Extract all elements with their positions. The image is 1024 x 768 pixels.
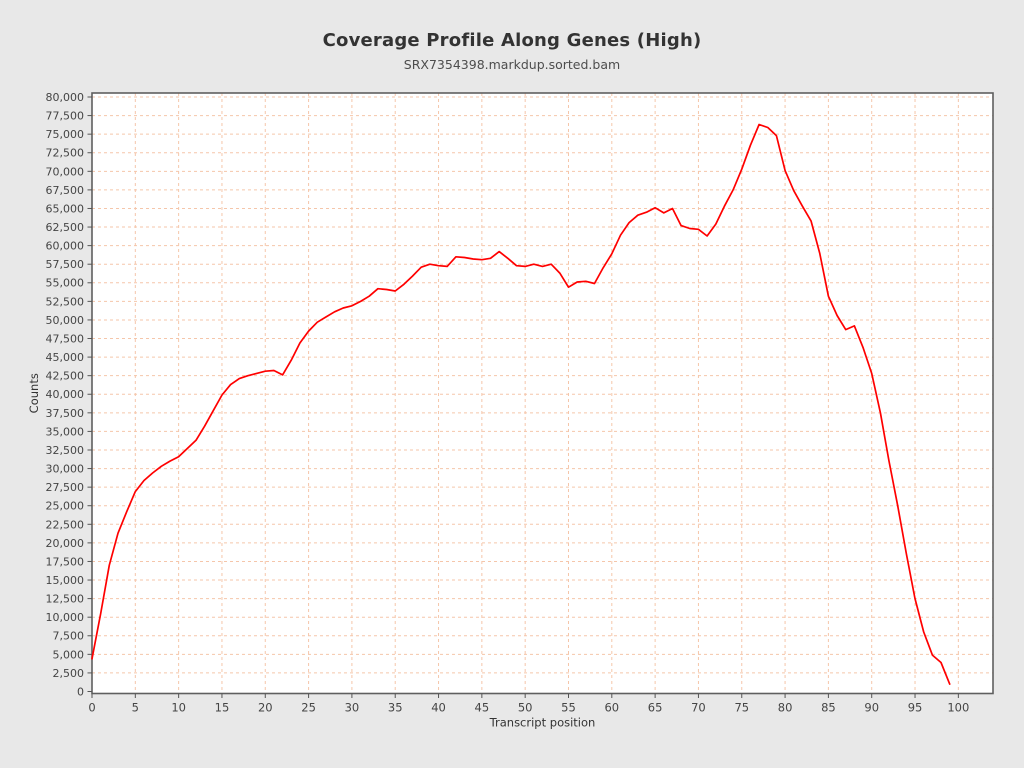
x-tick-label: 40 <box>431 701 446 715</box>
y-tick-label: 5,000 <box>53 648 85 661</box>
x-tick-label: 80 <box>778 701 793 715</box>
x-tick-label: 5 <box>132 701 139 715</box>
y-tick-label: 7,500 <box>53 630 85 643</box>
y-tick-label: 65,000 <box>46 202 85 215</box>
x-tick-label: 10 <box>171 701 186 715</box>
x-tick-label: 85 <box>821 701 836 715</box>
y-tick-label: 45,000 <box>46 351 85 364</box>
y-tick-label: 0 <box>77 685 84 698</box>
x-tick-label: 55 <box>561 701 576 715</box>
plot-border <box>91 92 994 695</box>
y-tick-label: 80,000 <box>46 91 85 104</box>
x-tick-label: 25 <box>301 701 316 715</box>
x-tick-label: 35 <box>388 701 403 715</box>
y-tick-label: 40,000 <box>46 388 85 401</box>
chart-title: Coverage Profile Along Genes (High) <box>322 30 702 51</box>
y-tick-label: 2,500 <box>53 667 85 680</box>
x-tick-label: 75 <box>734 701 749 715</box>
coverage-series-line <box>91 123 951 685</box>
y-tick-label: 17,500 <box>46 555 85 568</box>
x-tick-label: 45 <box>475 701 490 715</box>
y-tick-label: 22,500 <box>46 518 85 531</box>
x-tick-label: 0 <box>88 701 95 715</box>
y-axis-title: Counts <box>27 373 41 413</box>
y-tick-label: 37,500 <box>46 407 85 420</box>
x-tick-label: 60 <box>604 701 619 715</box>
y-tick-label: 32,500 <box>46 444 85 457</box>
y-tick-label: 77,500 <box>46 110 85 123</box>
plot-area <box>92 93 993 694</box>
y-tick-label: 67,500 <box>46 184 85 197</box>
y-tick-label: 57,500 <box>46 258 85 271</box>
y-tick-label: 35,000 <box>46 425 85 438</box>
x-tick-label: 20 <box>258 701 273 715</box>
y-tick-label: 60,000 <box>46 240 85 253</box>
x-tick-label: 15 <box>215 701 230 715</box>
x-tick-label: 70 <box>691 701 706 715</box>
x-axis-title: Transcript position <box>489 716 596 730</box>
y-tick-label: 72,500 <box>46 147 85 160</box>
chart-subtitle: SRX7354398.markdup.sorted.bam <box>403 57 621 72</box>
x-tick-label: 100 <box>947 701 969 715</box>
y-tick-label: 15,000 <box>46 574 85 587</box>
x-tick-label: 90 <box>864 701 879 715</box>
y-tick-label: 12,500 <box>46 593 85 606</box>
y-tick-label: 75,000 <box>46 128 85 141</box>
y-tick-label: 30,000 <box>46 463 85 476</box>
y-tick-label: 55,000 <box>46 277 85 290</box>
x-tick-label: 95 <box>908 701 923 715</box>
y-tick-label: 62,500 <box>46 221 85 234</box>
x-tick-label: 50 <box>518 701 533 715</box>
y-tick-label: 20,000 <box>46 537 85 550</box>
y-tick-label: 25,000 <box>46 500 85 513</box>
y-tick-label: 70,000 <box>46 165 85 178</box>
y-tick-label: 47,500 <box>46 332 85 345</box>
x-tick-label: 65 <box>648 701 663 715</box>
y-tick-label: 27,500 <box>46 481 85 494</box>
y-tick-label: 10,000 <box>46 611 85 624</box>
y-tick-label: 52,500 <box>46 295 85 308</box>
y-tick-label: 42,500 <box>46 370 85 383</box>
y-tick-label: 50,000 <box>46 314 85 327</box>
x-tick-label: 30 <box>345 701 360 715</box>
